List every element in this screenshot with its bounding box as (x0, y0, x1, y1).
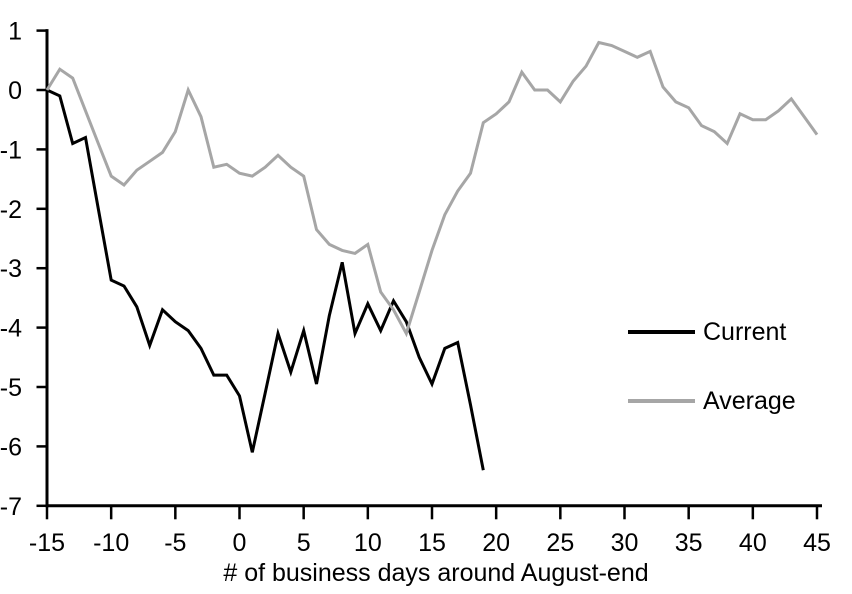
legend-label-current: Current (703, 318, 787, 346)
legend-line-sample-current (628, 330, 695, 334)
x-axis-title: # of business days around August-end (223, 559, 648, 587)
x-tick-label: 40 (739, 529, 767, 557)
axes (36, 29, 822, 520)
x-tick-label: -15 (29, 529, 65, 557)
series-line-current (46, 88, 485, 471)
x-tick-label: 30 (611, 529, 639, 557)
y-tick-label: -6 (0, 433, 22, 461)
x-tick-label: 25 (546, 529, 574, 557)
y-tick-label: -4 (0, 315, 22, 343)
y-tick-label: -1 (0, 136, 22, 164)
x-tick-label: 10 (354, 529, 382, 557)
legend-line-sample-average (628, 399, 695, 403)
y-tick-label: 1 (8, 18, 22, 46)
y-tick-label: 0 (8, 77, 22, 105)
y-tick-label: -5 (0, 374, 22, 402)
x-tick-label: 15 (418, 529, 446, 557)
legend-label-average: Average (703, 387, 796, 415)
y-tick-label: -7 (0, 493, 22, 521)
x-tick-label: -10 (93, 529, 129, 557)
x-tick-label: -5 (164, 529, 186, 557)
x-tick-label: 0 (233, 529, 247, 557)
x-tick-label: 35 (675, 529, 703, 557)
series-lines (45, 40, 819, 471)
x-tick-label: 20 (482, 529, 510, 557)
y-tick-label: -3 (0, 255, 22, 283)
legend: Current Average (628, 317, 796, 416)
y-tick-label: -2 (0, 196, 22, 224)
tick-labels: 10-1-2-3-4-5-6-7-15 -10 -5 0 5 10 15 20 25 30 35 40… (0, 18, 831, 557)
legend-item-average: Average (628, 386, 796, 416)
x-tick-label: 45 (803, 529, 831, 557)
series-line-average (45, 40, 819, 338)
legend-item-current: Current (628, 317, 796, 347)
x-tick-label: 5 (297, 529, 311, 557)
